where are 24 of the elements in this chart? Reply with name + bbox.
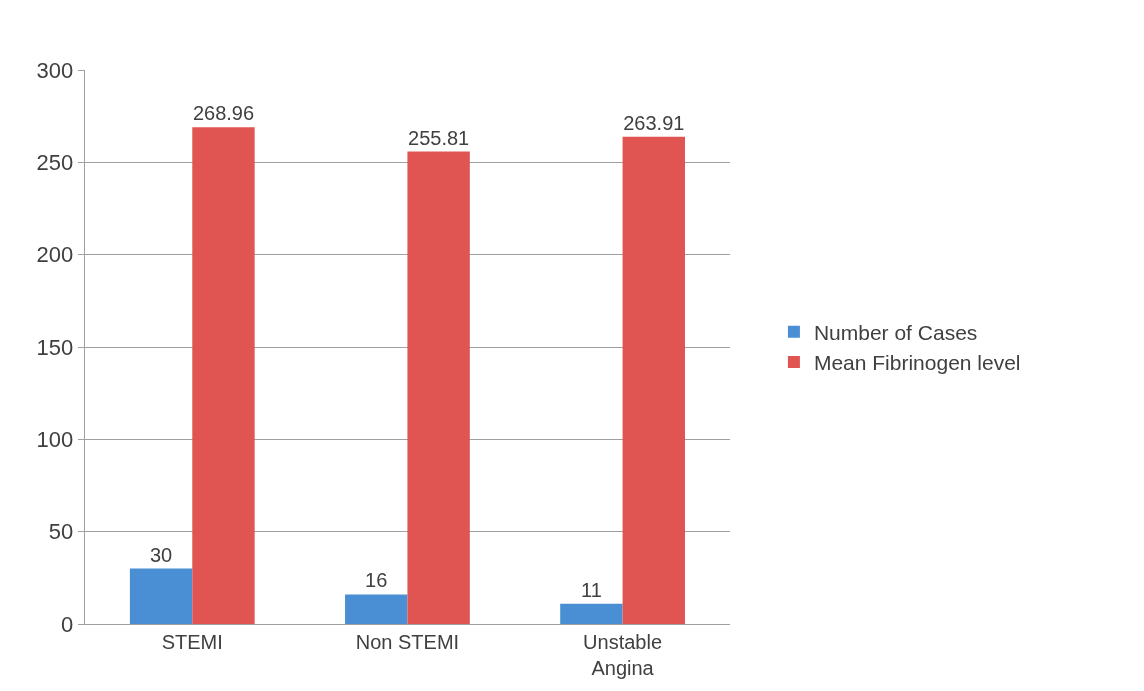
bar xyxy=(345,594,408,624)
bar xyxy=(192,127,255,624)
data-label: 268.96 xyxy=(192,102,255,125)
x-tick-label: Non STEMI xyxy=(355,631,460,653)
data-label: 16 xyxy=(365,569,388,592)
data-label: 255.81 xyxy=(408,126,470,149)
legend-label: Mean Fibrinogen level xyxy=(813,351,1021,375)
data-label: 30 xyxy=(149,543,173,566)
y-tick-label: 150 xyxy=(36,334,74,360)
bar xyxy=(407,151,470,624)
y-tick-label: 300 xyxy=(36,57,74,83)
y-tick-label: 200 xyxy=(36,242,74,268)
x-tick-label: Unstable Angina xyxy=(583,631,663,679)
data-label: 263.91 xyxy=(623,111,685,134)
bar xyxy=(622,136,685,624)
legend-label: Number of Cases xyxy=(813,320,978,344)
y-tick-label: 0 xyxy=(61,611,74,637)
y-tick-label: 50 xyxy=(48,519,74,545)
bar xyxy=(560,603,623,624)
x-tick-label: STEMI xyxy=(161,631,223,653)
bar xyxy=(129,568,193,624)
y-tick-label: 100 xyxy=(36,427,74,453)
data-label: 11 xyxy=(581,578,602,601)
y-tick-label: 250 xyxy=(36,150,74,176)
